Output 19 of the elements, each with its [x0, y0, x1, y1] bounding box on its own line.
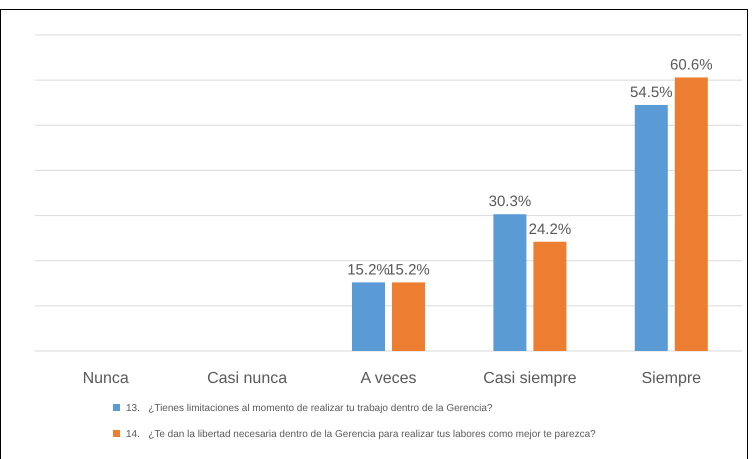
bar	[493, 214, 526, 351]
bar	[634, 104, 668, 351]
x-tick-label: Casi nunca	[207, 370, 288, 387]
x-tick-label: Casi siempre	[483, 370, 577, 387]
data-label: 54.5%	[630, 84, 673, 101]
data-label: 30.3%	[488, 193, 532, 210]
data-label: 15.2%	[347, 261, 390, 278]
bar	[352, 282, 385, 351]
legend-label: 14. ¿Te dan la libertad necesaria dentro de la Gerencia para realizar tus labores como mejor te parezca?	[126, 429, 596, 440]
x-tick-label: Siempre	[642, 370, 702, 387]
x-tick-label: Nunca	[82, 370, 129, 387]
data-label: 60.6%	[670, 56, 713, 74]
legend-label: 13. ¿Tienes limitaciones al momento de realizar tu trabajo dentro de la Gerencia?	[126, 403, 493, 414]
bar	[674, 77, 708, 351]
bar	[533, 242, 566, 351]
x-tick-label: A veces	[360, 370, 417, 387]
data-label: 15.2%	[387, 261, 430, 278]
data-label: 24.2%	[528, 220, 572, 238]
bar	[392, 282, 425, 351]
